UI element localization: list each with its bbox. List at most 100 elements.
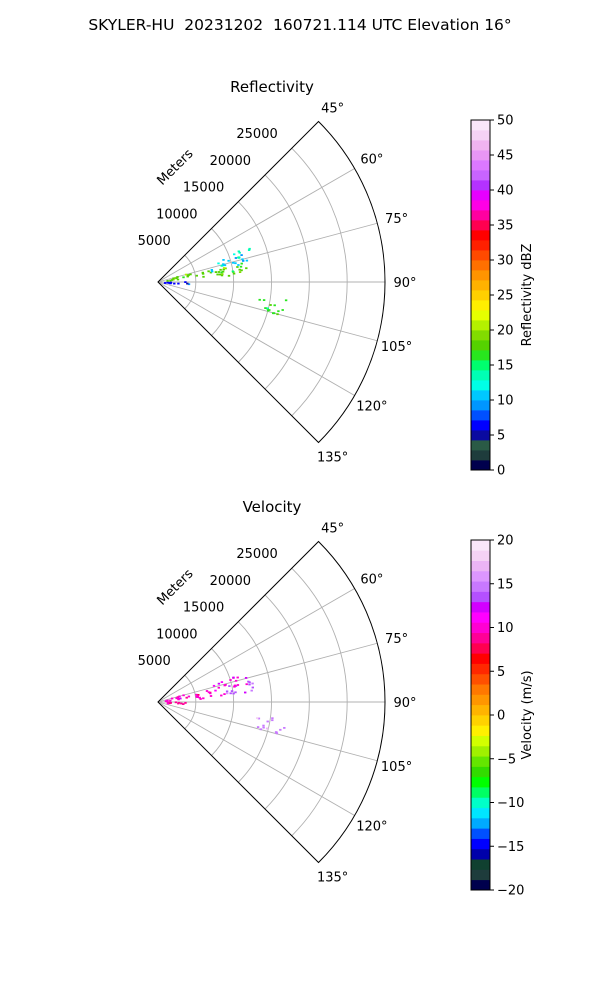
range-tick-label: 5000 [138, 654, 171, 669]
colorbar-tick-label: 50 [497, 114, 514, 129]
colorbar-segment [471, 450, 490, 461]
echo-gate [172, 277, 175, 280]
colorbar-segment [471, 120, 490, 131]
echo-gate [179, 697, 182, 700]
echo-gate [266, 307, 269, 310]
colorbar-segment [471, 140, 490, 151]
colorbar-tick-label: −10 [497, 796, 524, 811]
azimuth-spoke [157, 588, 355, 703]
echo-gate [238, 271, 242, 273]
echo-gate [226, 692, 229, 695]
colorbar-segment [471, 725, 490, 736]
azimuth-tick-label: 45° [321, 101, 344, 116]
echo-gate [177, 698, 180, 701]
echo-gate [217, 262, 220, 265]
colorbar-segment [471, 340, 490, 351]
colorbar-tick-label: 15 [497, 359, 514, 374]
echo-gate [248, 683, 251, 686]
echo-gate [237, 250, 240, 253]
azimuth-tick-label: 105° [381, 340, 412, 355]
echo-gate [182, 703, 185, 705]
colorbar-segment [471, 591, 490, 603]
colorbar-segment [471, 170, 490, 181]
range-tick-label: 20000 [210, 154, 251, 169]
colorbar-segment [471, 632, 490, 644]
colorbar-segment [471, 848, 490, 860]
echo-gate [239, 265, 243, 268]
colorbar-segment [471, 601, 490, 613]
echo-gate [241, 258, 244, 261]
colorbar-segment [471, 230, 490, 241]
colorbar-segment [471, 200, 490, 211]
echo-gate [234, 257, 238, 259]
azimuth-spoke [157, 281, 355, 396]
colorbar-tick-label: −15 [497, 840, 524, 855]
echo-gate [259, 728, 262, 731]
echo-gate [228, 685, 231, 687]
colorbar-segment [471, 300, 490, 311]
colorbar-tick-label: 30 [497, 254, 514, 269]
colorbar-tick-label: 45 [497, 149, 514, 164]
azimuth-spoke [157, 701, 355, 816]
colorbar-segment [471, 817, 490, 829]
azimuth-spoke [157, 168, 355, 283]
echo-gate [176, 278, 180, 281]
azimuth-tick-label: 120° [356, 820, 387, 835]
echo-gate [240, 254, 243, 256]
colorbar-segment [471, 694, 490, 706]
echo-gate [234, 691, 237, 694]
echo-gate [225, 690, 229, 693]
echo-gate [207, 270, 210, 273]
colorbar-segment [471, 280, 490, 291]
azimuth-spoke [157, 642, 378, 703]
azimuth-tick-label: 75° [385, 632, 408, 647]
colorbar-tick-label: 0 [497, 464, 505, 479]
echo-gate [223, 684, 226, 687]
echo-gate [170, 697, 174, 700]
echo-gate [234, 679, 238, 682]
echo-gate [231, 270, 235, 273]
colorbar-segment [471, 440, 490, 451]
echo-gate [264, 307, 267, 309]
echo-gate [220, 271, 223, 274]
colorbar-tick-label: 40 [497, 184, 514, 199]
colorbar-segment [471, 310, 490, 321]
panel-title: Reflectivity [230, 78, 314, 96]
colorbar-segment [471, 210, 490, 221]
echo-gate [276, 313, 279, 316]
colorbar-segment [471, 828, 490, 839]
azimuth-tick-label: 135° [317, 871, 348, 886]
colorbar-tick-label: 20 [497, 324, 514, 339]
echo-gate [245, 267, 248, 270]
echo-gate [184, 281, 187, 283]
echo-gate [222, 263, 225, 266]
page-title: SKYLER-HU 20231202 160721.114 UTC Elevat… [88, 16, 512, 34]
colorbar [471, 120, 490, 471]
colorbar-segment [471, 270, 490, 281]
echo-gate [251, 682, 254, 685]
echo-gate [265, 727, 269, 730]
echo-gate [245, 683, 248, 686]
echo-gate [266, 720, 269, 723]
colorbar-segment [471, 550, 490, 561]
colorbar-segment [471, 560, 490, 572]
echo-gate [169, 279, 172, 282]
echo-gate [277, 310, 280, 313]
range-tick-label: 20000 [210, 574, 251, 589]
colorbar-segment [471, 642, 490, 654]
echo-gate [189, 273, 192, 276]
echo-gate [212, 684, 216, 687]
echo-gate [221, 270, 225, 273]
echo-gate [258, 298, 261, 301]
echo-gate [209, 271, 213, 274]
echo-gate [201, 272, 205, 275]
echo-gate [218, 273, 222, 276]
echo-gate [221, 273, 224, 275]
echo-gate [217, 682, 221, 685]
echo-gate [279, 728, 282, 731]
echo-gate [232, 676, 235, 679]
colorbar-tick-label: 5 [497, 429, 505, 444]
echo-gate [182, 276, 185, 279]
colorbar-segment [471, 622, 490, 634]
